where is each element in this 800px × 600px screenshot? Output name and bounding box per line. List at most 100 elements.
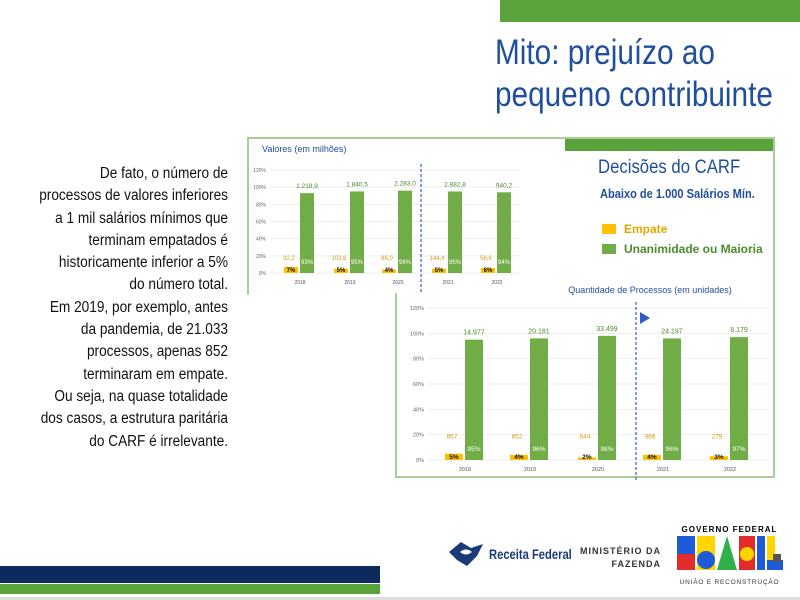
body-line: do CARF é irrelevante. (89, 432, 228, 450)
unanimidade-value-label: 940,2 (496, 182, 513, 189)
y-tick-label: 20% (256, 254, 267, 260)
gov-bottom-text: UNIÃO E RECONSTRUÇÃO (679, 579, 780, 586)
empate-pct-label: 5% (337, 268, 346, 274)
y-tick-label: 0% (259, 271, 267, 277)
y-tick-label: 60% (256, 220, 267, 226)
unanimidade-pct-label: 95% (449, 260, 462, 266)
body-line: dos casos, a estrutura paritária (40, 410, 229, 428)
unanimidade-value-label: 20.181 (528, 328, 550, 335)
body-line: a 1 mil salários mínimos que (55, 209, 228, 227)
empate-value-label: 279 (712, 434, 723, 441)
y-tick-label: 80% (256, 202, 267, 208)
body-line: processos de valores inferiores (39, 187, 228, 205)
unanimidade-pct-label: 95% (467, 446, 480, 453)
governo-federal-logo: GOVERNO FEDERAL UNIÃO E RECONSTRUÇÃO (672, 525, 787, 586)
ministerio-line-1: MINISTÉRIO DA (580, 546, 662, 556)
bar-empate (284, 266, 298, 273)
empate-pct-label: 5% (435, 268, 444, 274)
gov-top-text: GOVERNO FEDERAL (681, 525, 778, 534)
legend-title: Decisões do CARF (598, 157, 741, 178)
empate-value-label: 852 (512, 434, 523, 441)
bar-unanimidade (663, 338, 681, 460)
unanimidade-value-label: 1.840,5 (346, 181, 368, 188)
slide-title: Mito: prejuízo ao pequeno contribuinte (495, 32, 773, 116)
empate-value-label: 103,6 (331, 256, 347, 262)
bar-empate (510, 454, 528, 460)
body-line: terminaram em empate. (83, 365, 228, 383)
y-tick-label: 120% (410, 306, 424, 312)
unanimidade-value-label: 2.882,8 (444, 181, 466, 188)
receita-federal-text: Receita Federal (489, 546, 572, 562)
unanimidade-pct-label: 96% (665, 446, 678, 453)
bar-empate (445, 453, 463, 460)
empate-pct-label: 4% (647, 454, 657, 461)
empate-value-label: 857 (447, 434, 458, 441)
chart-title: Quantidade de Processos (em unidades) (568, 285, 732, 295)
empate-value-label: 644 (580, 434, 591, 441)
y-tick-label: 60% (413, 382, 424, 388)
receita-federal-emblem-icon (449, 542, 483, 566)
empate-value-label: 968 (645, 434, 656, 441)
y-tick-label: 40% (256, 237, 267, 243)
x-tick-label: 2021 (442, 280, 453, 286)
x-tick-label: 2021 (657, 467, 669, 473)
body-line: terminam empatados é (88, 231, 228, 249)
footer-green-bar (0, 584, 380, 594)
bar-empate (382, 269, 396, 273)
bar-empate (643, 454, 661, 460)
unanimidade-pct-label: 93% (301, 260, 314, 266)
unanimidade-value-label: 2.283,0 (394, 181, 416, 188)
body-line: Em 2019, por exemplo, antes (49, 298, 228, 316)
bar-unanimidade (465, 339, 483, 460)
empate-value-label: 86,0 (381, 256, 393, 262)
bar-empate (334, 268, 348, 273)
legend-accent-bar (565, 139, 773, 151)
legend-subtitle: Abaixo de 1.000 Salários Mín. (600, 186, 755, 201)
bar-unanimidade (448, 191, 462, 273)
top-accent-bar (500, 0, 800, 22)
unanimidade-value-label: 33.499 (596, 326, 618, 333)
legend-label: Unanimidade ou Maioria (624, 242, 763, 256)
body-line: processos, apenas 852 (86, 343, 228, 361)
body-line: do número total. (129, 276, 228, 294)
legend-label: Empate (624, 222, 668, 236)
bar-unanimidade (530, 338, 548, 460)
bar-unanimidade (398, 190, 412, 273)
unanimidade-value-label: 24.197 (661, 328, 683, 335)
chart-title: Valores (em milhões) (262, 144, 346, 154)
body-line: De fato, o número de (99, 165, 228, 182)
legend-item-empate: Empate (602, 222, 667, 236)
body-line: historicamente inferior a 5% (58, 254, 228, 272)
brasil-wordmark-icon (676, 536, 783, 570)
unanimidade-pct-label: 94% (498, 260, 511, 266)
x-tick-label: 2022 (491, 280, 502, 286)
y-tick-label: 100% (253, 185, 266, 191)
unanimidade-value-label: 8.179 (730, 327, 748, 334)
empate-pct-label: 7% (287, 268, 296, 274)
arrow-icon (640, 312, 650, 324)
unanimidade-value-label: 14.977 (463, 330, 485, 337)
bar-empate (578, 457, 596, 460)
bar-unanimidade (497, 192, 511, 273)
x-tick-label: 2018 (459, 467, 471, 473)
ministerio-line-2: FAZENDA (611, 559, 662, 569)
chart-frame-bottom (395, 293, 775, 478)
bar-unanimidade (730, 337, 748, 460)
empate-value-label: 56,6 (480, 256, 492, 262)
empate-pct-label: 4% (514, 454, 524, 461)
bar-unanimidade (598, 335, 616, 460)
bar-empate (710, 456, 728, 460)
bar-empate (481, 267, 495, 273)
unanimidade-pct-label: 97% (732, 446, 745, 453)
title-line-1: Mito: prejuízo ao (495, 33, 715, 72)
legend-swatch-green (602, 244, 616, 254)
bar-empate (432, 268, 446, 273)
y-tick-label: 80% (413, 357, 424, 363)
bar-unanimidade (350, 191, 364, 273)
footer-navy-bar (0, 566, 380, 583)
legend-item-unanimidade: Unanimidade ou Maioria (602, 242, 763, 256)
unanimidade-value-label: 1.218,9 (296, 183, 318, 190)
receita-federal-logo: Receita Federal (447, 540, 593, 568)
empate-pct-label: 4% (385, 268, 394, 274)
title-line-2: pequeno contribuinte (495, 75, 773, 114)
